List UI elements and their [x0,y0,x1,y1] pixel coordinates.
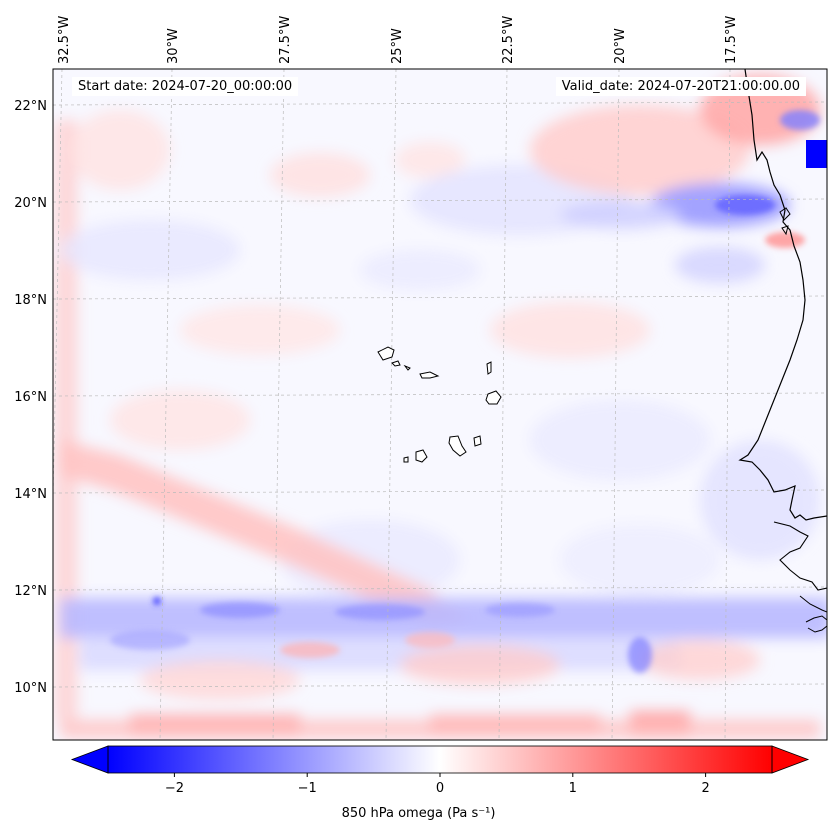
lat-label: 10°N [14,681,47,696]
colorbar-tick-label: −2 [165,781,184,796]
coast-fragment [799,595,827,613]
santo-antao-island [377,346,395,361]
strong-ascent-patch [806,140,827,168]
lat-label: 22°N [14,99,47,114]
lat-label: 18°N [14,293,47,308]
lon-label: 25°W [390,28,405,64]
lon-labels: 32.5°W 30°W 27.5°W 25°W 22.5°W 20°W 17.5… [57,16,739,64]
lat-label: 14°N [14,487,47,502]
bijagos-coast [805,615,827,633]
sao-vicente-island [391,360,401,367]
africa-coastline [738,69,827,521]
start-date-label: Start date: 2024-07-20_00:00:00 [72,77,299,96]
colorbar-label: 850 hPa omega (Pa s⁻¹) [341,806,496,821]
sal-island [486,361,492,375]
lat-label: 20°N [14,196,47,211]
omega-patches [55,75,827,738]
colorbar-tick-label: 0 [436,781,444,796]
banc-arguin-coast [779,207,791,236]
colorbar-max-extend [771,745,810,774]
lon-label: 17.5°W [724,16,739,64]
map-frame [52,68,828,741]
santa-luzia-island [403,364,411,371]
cape-verde-islands [377,346,502,463]
lat-label: 16°N [14,390,47,405]
lon-label: 32.5°W [57,16,72,64]
graticule [53,69,827,740]
lon-label: 27.5°W [278,16,293,64]
sao-nicolau-island [419,371,440,379]
santiago-island [448,435,467,457]
boa-vista-island [485,390,502,405]
colorbar-tick-label: 2 [701,781,709,796]
omega-details [110,110,820,673]
colorbar-gradient [108,746,772,773]
guinea-coastline [773,521,827,591]
omega-field [53,69,827,740]
colorbar-tick-label: 1 [569,781,577,796]
colorbar-tick-label: −1 [298,781,317,796]
fogo-island [415,449,428,463]
lon-label: 20°W [613,28,628,64]
lon-label: 30°W [166,28,181,64]
colorbar-min-extend [70,745,109,774]
lon-label: 22.5°W [501,16,516,64]
lat-labels: 22°N 20°N 18°N 16°N 14°N 12°N 10°N [14,99,47,696]
maio-island [473,435,482,447]
lat-label: 12°N [14,584,47,599]
colorbar: −2 −1 0 1 2 [70,745,810,796]
brava-island [403,456,409,463]
valid-date-label: Valid_date: 2024-07-20T21:00:00.00 [555,77,806,96]
